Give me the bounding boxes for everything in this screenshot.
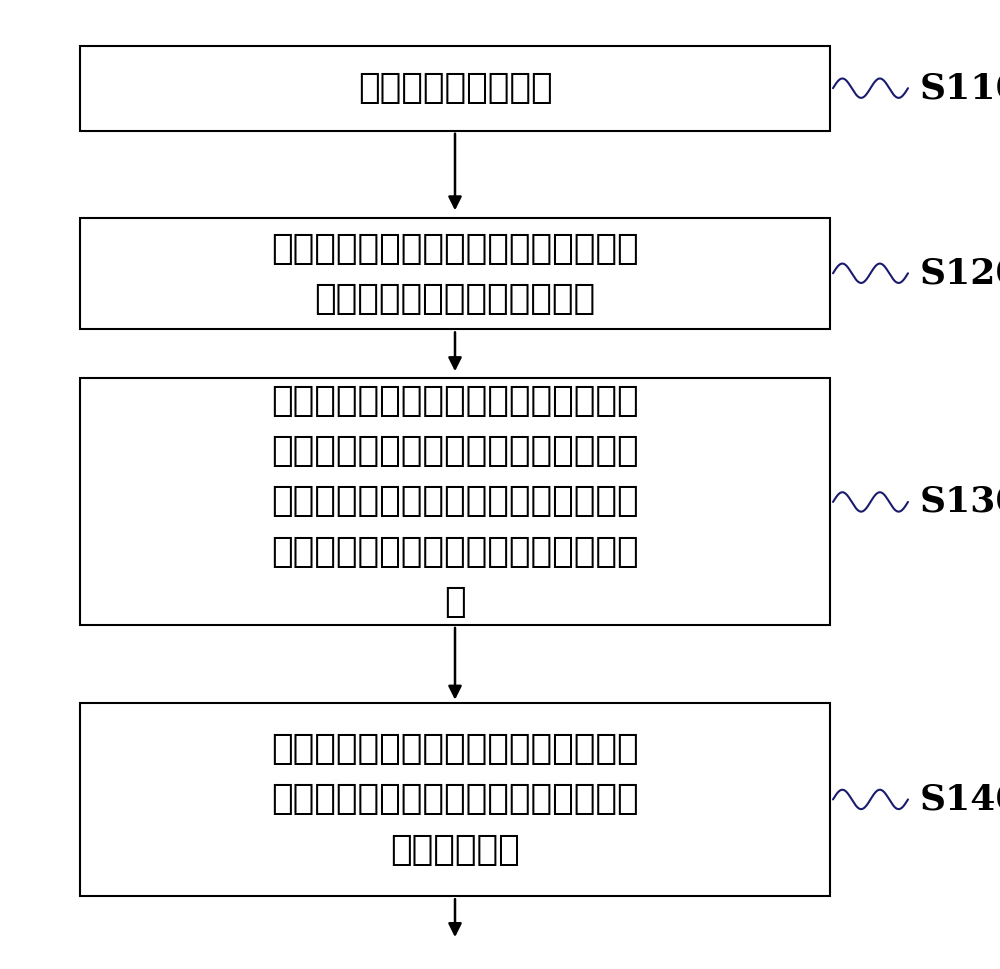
Bar — [80, 218, 830, 329]
Text: S130: S130 — [920, 484, 1000, 519]
Text: S140: S140 — [920, 782, 1000, 817]
Text: 当同一流道空间整理完毕，对下一个流
道执行同流道空间整理，直到全部流道
空间整理完毕: 当同一流道空间整理完毕，对下一个流 道执行同流道空间整理，直到全部流道 空间整理… — [271, 733, 639, 866]
Text: 若有，则按照预设顺序对每一个需要整
理的流道先后执行同流道空间整理，在
同一流道内，按照从下往上整理托盘的
顺序，依次移动同流道的托盘至合适位
置: 若有，则按照预设顺序对每一个需要整 理的流道先后执行同流道空间整理，在 同一流道… — [271, 384, 639, 619]
Text: S110: S110 — [920, 71, 1000, 106]
Text: 接收到空间整理指令: 接收到空间整理指令 — [358, 71, 552, 106]
Text: S120: S120 — [920, 256, 1000, 291]
Bar — [80, 703, 830, 896]
Text: 根据所述空间整理指令检测快递柜的所
有流道中有无需要整理的流道: 根据所述空间整理指令检测快递柜的所 有流道中有无需要整理的流道 — [271, 232, 639, 316]
Bar — [80, 46, 830, 131]
Bar — [80, 378, 830, 625]
